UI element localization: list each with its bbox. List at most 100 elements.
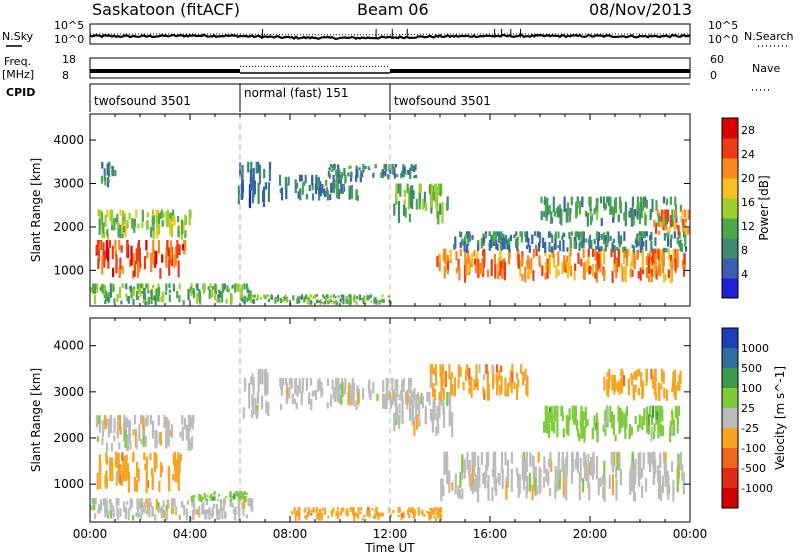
velocity-cell <box>647 451 650 465</box>
velocity-cell <box>435 379 438 386</box>
power-cell <box>516 245 519 251</box>
velocity-xlabel: Time UT <box>364 541 415 554</box>
power-colorbar-swatch <box>722 238 738 259</box>
velocity-cell <box>459 471 462 488</box>
power-cell <box>664 209 667 220</box>
power-cell <box>385 164 388 172</box>
power-cell <box>534 231 537 236</box>
velocity-cell <box>469 381 472 392</box>
power-cell <box>645 239 648 251</box>
velocity-cell <box>280 384 283 396</box>
power-cell <box>548 242 551 253</box>
power-cell <box>279 298 282 303</box>
velocity-cell <box>104 414 107 430</box>
velocity-cell <box>296 385 299 397</box>
power-cell <box>301 182 305 195</box>
velocity-cell <box>165 505 168 510</box>
velocity-cell <box>385 401 388 410</box>
power-cell <box>496 243 499 251</box>
power-cell <box>631 244 634 249</box>
velocity-cell <box>616 387 620 393</box>
velocity-cell <box>145 461 148 479</box>
power-cell <box>266 294 269 298</box>
velocity-cell <box>454 473 457 485</box>
velocity-cell <box>493 451 496 466</box>
power-cell <box>667 235 670 247</box>
power-cell <box>617 214 620 223</box>
velocity-cell <box>463 458 466 479</box>
velocity-cell <box>441 478 444 489</box>
power-cell <box>127 295 130 304</box>
velocity-cell <box>144 463 147 470</box>
power-cell <box>184 230 187 239</box>
velocity-cell <box>650 434 653 442</box>
power-cell <box>226 285 229 293</box>
velocity-cell <box>332 387 335 399</box>
velocity-cell <box>383 394 387 409</box>
power-cell <box>393 166 396 170</box>
velocity-cell <box>670 426 674 436</box>
velocity-cell <box>291 393 294 404</box>
power-cell <box>374 164 377 169</box>
power-cell <box>372 172 375 176</box>
power-cell <box>329 296 332 299</box>
power-cell <box>278 174 282 186</box>
power-cell <box>252 189 255 197</box>
power-cell <box>173 216 176 226</box>
velocity-cell <box>402 511 405 519</box>
velocity-cell <box>123 421 126 442</box>
velocity-cell <box>451 383 454 396</box>
velocity-cell <box>654 380 657 394</box>
power-cell <box>650 241 653 252</box>
power-cell <box>669 269 672 284</box>
power-cell <box>367 295 370 300</box>
velocity-cell <box>575 419 579 431</box>
velocity-cell <box>254 398 257 415</box>
power-cell <box>246 297 249 302</box>
velocity-cell <box>135 461 139 478</box>
power-cell <box>325 179 328 187</box>
power-ytick-label: 4000 <box>53 133 84 147</box>
velocity-cell <box>617 380 620 391</box>
velocity-cell <box>557 458 560 480</box>
power-cell <box>161 220 164 227</box>
power-cell <box>157 291 160 302</box>
velocity-cell <box>229 491 232 494</box>
power-cell <box>323 190 327 198</box>
power-cell <box>353 298 356 303</box>
power-cell <box>143 288 146 295</box>
power-cell <box>554 211 557 217</box>
power-cell <box>620 238 623 242</box>
power-cell <box>93 294 96 305</box>
power-cell <box>160 295 163 301</box>
power-cell <box>125 293 128 298</box>
power-cell <box>190 289 193 296</box>
power-cell <box>176 240 179 259</box>
velocity-cell <box>140 438 143 445</box>
power-cell <box>336 301 339 305</box>
power-cell <box>108 297 111 303</box>
power-cell <box>684 209 687 218</box>
velocity-cell <box>359 511 362 514</box>
power-cell <box>654 248 657 256</box>
velocity-cell <box>404 391 407 405</box>
power-cell <box>257 182 260 204</box>
velocity-cell <box>650 368 653 380</box>
velocity-cell <box>592 451 595 470</box>
power-cell <box>464 234 467 239</box>
velocity-cell <box>438 393 441 401</box>
velocity-cell <box>256 392 260 404</box>
power-cell <box>181 244 185 251</box>
velocity-colorbar-swatch <box>722 488 738 509</box>
velocity-cell <box>448 470 451 493</box>
power-cell <box>139 290 142 297</box>
power-cell <box>651 198 654 212</box>
velocity-cell <box>225 496 228 498</box>
power-cell <box>150 226 153 238</box>
power-cell <box>661 215 664 221</box>
power-cell <box>565 208 568 223</box>
velocity-cell <box>617 405 620 422</box>
power-cell <box>687 227 690 235</box>
velocity-cell <box>408 507 411 513</box>
power-cell <box>542 237 545 249</box>
